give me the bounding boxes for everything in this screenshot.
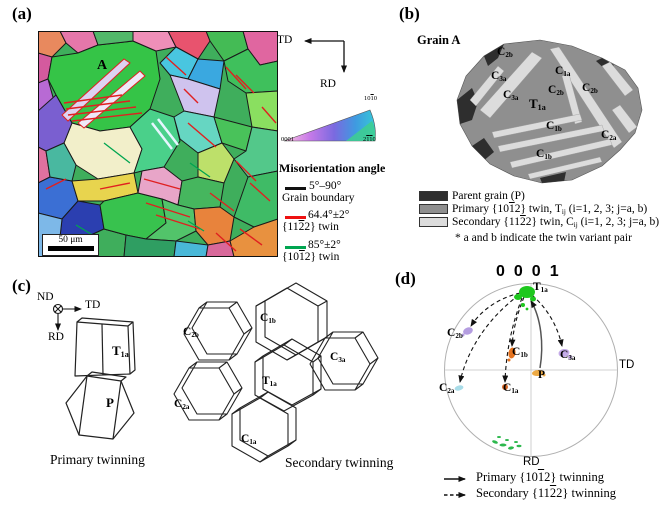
panel-b-label: (b) xyxy=(399,4,420,23)
cluster-p xyxy=(532,369,546,377)
pole-figure-title: 0001 xyxy=(496,263,568,280)
legend-solid-arrow xyxy=(444,476,466,482)
twin-label-c2b-top: C2b xyxy=(497,46,513,59)
twin1122-name: {1122} twin xyxy=(282,221,339,233)
twin-label-c2b-mid: C2b xyxy=(548,84,564,97)
c-cluster-c2b-label: C2b xyxy=(183,326,199,339)
c-cluster-t1a-label: T1a xyxy=(262,375,277,388)
c-cluster-c3a-label: C3a xyxy=(330,351,346,364)
d-rd-axis-label: RD xyxy=(523,456,540,468)
arrow-to-c2b xyxy=(470,292,521,327)
twin1012-angle: 85°±2° xyxy=(308,239,341,251)
d-td-axis-label: TD xyxy=(619,359,635,371)
scale-bar-line xyxy=(47,246,94,251)
ebsd-map xyxy=(38,31,278,257)
twin1122-line-swatch xyxy=(285,216,306,219)
secondary-twinning-caption: Secondary twinning xyxy=(285,455,394,470)
d-label-c1a: C1a xyxy=(503,382,519,395)
c-parent-p-label: P xyxy=(106,395,114,410)
cluster-c1a xyxy=(502,384,508,390)
c-primary-t1a-label: T1a xyxy=(112,343,129,360)
twin-label-c1b-bottom: C1b xyxy=(536,148,552,161)
legend-swatch-parent xyxy=(419,191,448,201)
primary-twin-schematic xyxy=(65,317,136,440)
cluster-rd-trace xyxy=(492,436,522,450)
cluster-t1a xyxy=(514,286,536,311)
legend-swatch-secondary xyxy=(419,217,448,227)
panel-d-label: (d) xyxy=(395,269,416,288)
twin-label-c3a-lower: C3a xyxy=(503,89,519,102)
td-rd-arrows xyxy=(304,38,347,73)
c-axes xyxy=(52,303,82,331)
arrow-to-c3a xyxy=(531,294,564,347)
arrow-p-to-t1a xyxy=(530,300,543,369)
gb-angle: 5°–90° xyxy=(309,180,342,192)
d-legend-primary: Primary {1012} twinning xyxy=(476,470,604,484)
grain-a-title: Grain A xyxy=(417,33,461,47)
c-cluster-c1a-label: C1a xyxy=(241,433,257,446)
gb-name: Grain boundary xyxy=(282,192,355,204)
scale-bar: 50 μm xyxy=(42,234,99,256)
legend-dashed-arrow xyxy=(444,492,466,498)
grain-a-schematic xyxy=(456,39,643,184)
twin-label-c2a: C2a xyxy=(601,129,617,142)
panel-a-label: (a) xyxy=(12,4,32,23)
secondary-twin-lamellae xyxy=(469,46,638,180)
d-label-c1b: C1b xyxy=(512,346,528,359)
arrow-to-c1b xyxy=(509,296,525,347)
td-direction-label: TD xyxy=(277,34,293,46)
legend-swatch-primary xyxy=(419,204,448,214)
primary-twinning-caption: Primary twinning xyxy=(50,452,145,467)
pole-figure xyxy=(444,283,618,457)
gb-line-swatch xyxy=(285,187,306,190)
cluster-c2b xyxy=(461,327,473,337)
twin-label-t1a: T1a xyxy=(529,96,546,113)
twin-label-c1b-mid: C1b xyxy=(546,120,562,133)
twin1012-line-swatch xyxy=(285,246,306,249)
twin-label-c2b-right: C2b xyxy=(582,82,598,95)
twin-label-c3a-upper: C3a xyxy=(491,70,507,83)
d-label-t1a: T1a xyxy=(533,281,548,294)
ipf-corner-2110: 2110 xyxy=(363,136,376,143)
c-td-axis-label: TD xyxy=(85,299,101,311)
ipf-corner-0001: 0001 xyxy=(281,136,294,143)
nd-axis-label: ND xyxy=(37,291,54,303)
twin1012-name: {1012} twin xyxy=(282,251,340,263)
legend-footnote: * a and b indicate the twin variant pair xyxy=(455,232,632,244)
legend-text-secondary: Secondary {1122} twin, Cij (i=1, 2, 3; j… xyxy=(452,216,660,229)
d-label-c2b: C2b xyxy=(447,327,463,340)
secondary-twin-schematic xyxy=(173,282,379,463)
twin-label-c1a: C1a xyxy=(555,65,571,78)
scale-bar-label: 50 μm xyxy=(58,235,83,245)
cluster-c3a xyxy=(558,348,572,359)
misorientation-legend-title: Misorientation angle xyxy=(279,161,386,175)
legend-text-primary: Primary {1012} twin, Tij (i=1, 2, 3; j=a… xyxy=(452,203,648,216)
cluster-c1b xyxy=(507,347,516,362)
d-label-c2a: C2a xyxy=(439,382,455,395)
legend-text-parent: Parent grain (P) xyxy=(452,190,525,202)
cluster-c2a xyxy=(454,385,464,391)
c-cluster-c1b-label: C1b xyxy=(260,312,276,325)
twin1122-angle: 64.4°±2° xyxy=(308,209,350,221)
ipf-corner-1010: 1010 xyxy=(364,95,377,102)
c-rd-axis-label: RD xyxy=(48,331,64,343)
rd-direction-label: RD xyxy=(320,78,336,90)
d-legend-secondary: Secondary {1122} twinning xyxy=(476,486,616,500)
c-cluster-c2a-label: C2a xyxy=(174,398,190,411)
ipf-triangle xyxy=(283,109,376,142)
d-label-p: P xyxy=(538,369,546,381)
grain-a-marker: A xyxy=(97,58,108,73)
panel-c-label: (c) xyxy=(12,276,31,295)
d-label-c3a: C3a xyxy=(560,349,576,362)
